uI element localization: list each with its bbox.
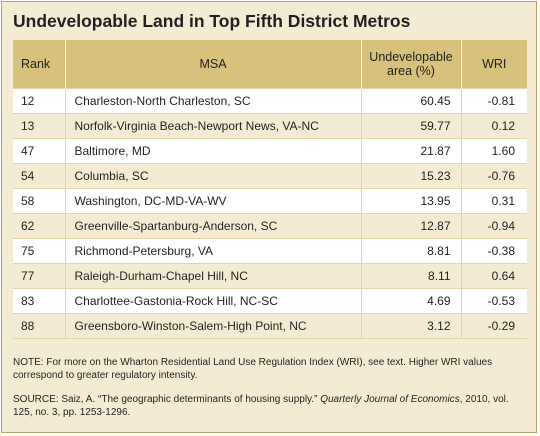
note-text: For more on the Wharton Residential Land… bbox=[13, 357, 493, 381]
rank-cell: 13 bbox=[13, 113, 65, 139]
table-row: 83 Charlottee-Gastonia-Rock Hill, NC-SC … bbox=[13, 288, 527, 314]
msa-cell: Norfolk-Virginia Beach-Newport News, VA-… bbox=[64, 113, 361, 139]
msa-cell: Richmond-Petersburg, VA bbox=[64, 238, 361, 264]
msa-cell: Greensboro-Winston-Salem-High Point, NC bbox=[64, 313, 361, 339]
area-cell: 12.87 bbox=[360, 213, 461, 239]
table-title: Undevelopable Land in Top Fifth District… bbox=[13, 11, 411, 31]
wri-cell: 0.31 bbox=[460, 188, 527, 214]
wri-cell: 0.64 bbox=[460, 263, 527, 289]
msa-cell: Raleigh-Durham-Chapel Hill, NC bbox=[64, 263, 361, 289]
table-row: 77 Raleigh-Durham-Chapel Hill, NC 8.11 0… bbox=[13, 263, 527, 289]
table-source: SOURCE: Saiz, A. “The geographic determi… bbox=[13, 394, 527, 419]
table-row: 58 Washington, DC-MD-VA-WV 13.95 0.31 bbox=[13, 188, 527, 214]
table-row: 75 Richmond-Petersburg, VA 8.81 -0.38 bbox=[13, 238, 527, 264]
rank-cell: 54 bbox=[13, 163, 65, 189]
rank-cell: 58 bbox=[13, 188, 65, 214]
area-cell: 59.77 bbox=[360, 113, 461, 139]
rank-cell: 12 bbox=[13, 88, 65, 114]
source-journal: Quarterly Journal of Economics bbox=[320, 394, 460, 405]
wri-cell: -0.94 bbox=[460, 213, 527, 239]
header-area-line1: Undevelopable bbox=[369, 50, 453, 64]
area-cell: 21.87 bbox=[360, 138, 461, 164]
header-msa: MSA bbox=[64, 40, 361, 89]
source-text-after: , 2010, vol. 125, no. 3, pp. 1253-1296. bbox=[13, 394, 509, 418]
area-cell: 8.11 bbox=[360, 263, 461, 289]
area-cell: 13.95 bbox=[360, 188, 461, 214]
area-cell: 15.23 bbox=[360, 163, 461, 189]
msa-cell: Charleston-North Charleston, SC bbox=[64, 88, 361, 114]
source-text-before: Saiz, A. “The geographic determinants of… bbox=[58, 394, 321, 405]
msa-cell: Charlottee-Gastonia-Rock Hill, NC-SC bbox=[64, 288, 361, 314]
wri-cell: -0.53 bbox=[460, 288, 527, 314]
rank-cell: 88 bbox=[13, 313, 65, 339]
area-cell: 60.45 bbox=[360, 88, 461, 114]
msa-cell: Greenville-Spartanburg-Anderson, SC bbox=[64, 213, 361, 239]
msa-cell: Baltimore, MD bbox=[64, 138, 361, 164]
wri-cell: -0.29 bbox=[460, 313, 527, 339]
rank-cell: 77 bbox=[13, 263, 65, 289]
wri-cell: -0.76 bbox=[460, 163, 527, 189]
header-undevelopable-area: Undevelopable area (%) bbox=[360, 40, 461, 89]
source-label: SOURCE: bbox=[13, 394, 59, 405]
area-cell: 8.81 bbox=[360, 238, 461, 264]
note-label: NOTE: bbox=[13, 357, 44, 368]
wri-cell: 1.60 bbox=[460, 138, 527, 164]
wri-cell: -0.81 bbox=[460, 88, 527, 114]
data-table: Rank MSA Undevelopable area (%) WRI 12 C… bbox=[13, 40, 527, 339]
wri-cell: -0.38 bbox=[460, 238, 527, 264]
table-row: 47 Baltimore, MD 21.87 1.60 bbox=[13, 138, 527, 164]
msa-cell: Washington, DC-MD-VA-WV bbox=[64, 188, 361, 214]
table-row: 88 Greensboro-Winston-Salem-High Point, … bbox=[13, 313, 527, 339]
wri-cell: 0.12 bbox=[460, 113, 527, 139]
table-row: 12 Charleston-North Charleston, SC 60.45… bbox=[13, 88, 527, 114]
area-cell: 3.12 bbox=[360, 313, 461, 339]
header-area-line2: area (%) bbox=[387, 64, 435, 78]
table-note: NOTE: For more on the Wharton Residentia… bbox=[13, 357, 527, 382]
header-row: Rank MSA Undevelopable area (%) WRI bbox=[13, 40, 527, 89]
rank-cell: 83 bbox=[13, 288, 65, 314]
header-wri: WRI bbox=[460, 40, 527, 89]
rank-cell: 47 bbox=[13, 138, 65, 164]
area-cell: 4.69 bbox=[360, 288, 461, 314]
rank-cell: 75 bbox=[13, 238, 65, 264]
header-rank: Rank bbox=[13, 40, 65, 89]
table-row: 54 Columbia, SC 15.23 -0.76 bbox=[13, 163, 527, 189]
table-row: 62 Greenville-Spartanburg-Anderson, SC 1… bbox=[13, 213, 527, 239]
table-row: 13 Norfolk-Virginia Beach-Newport News, … bbox=[13, 113, 527, 139]
rank-cell: 62 bbox=[13, 213, 65, 239]
msa-cell: Columbia, SC bbox=[64, 163, 361, 189]
